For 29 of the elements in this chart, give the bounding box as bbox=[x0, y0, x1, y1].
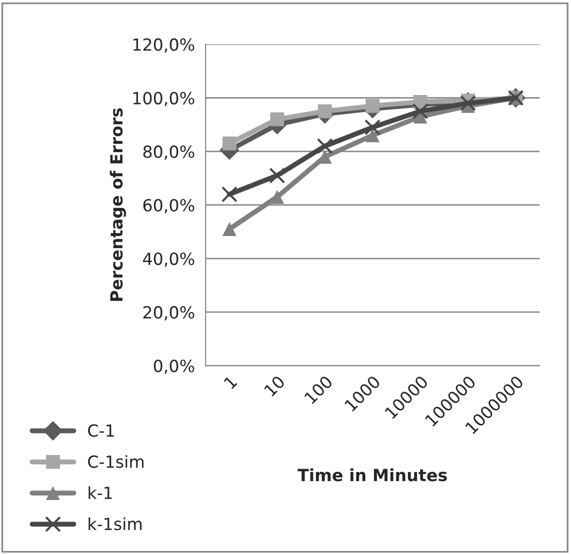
legend-label: C-1 bbox=[88, 424, 114, 437]
point bbox=[269, 168, 286, 184]
point bbox=[366, 128, 380, 142]
point bbox=[270, 190, 284, 204]
point bbox=[318, 104, 332, 118]
y-axis-title: Percentage of Errors bbox=[110, 108, 126, 301]
point bbox=[222, 222, 236, 236]
point bbox=[270, 112, 284, 126]
y-tick-label: 20,0% bbox=[143, 306, 194, 320]
point bbox=[222, 136, 236, 150]
x-axis-title: Time in Minutes bbox=[298, 468, 447, 482]
legend-label: k-1sim bbox=[88, 517, 142, 530]
x-tick-label: 1 bbox=[224, 375, 238, 390]
legend-label: C-1sim bbox=[88, 455, 144, 468]
y-tick-label: 120,0% bbox=[133, 38, 194, 53]
point bbox=[316, 138, 333, 154]
point bbox=[221, 186, 238, 202]
y-tick-label: 60,0% bbox=[143, 198, 194, 214]
point bbox=[460, 95, 476, 112]
point bbox=[366, 98, 380, 113]
y-tick-label: 80,0% bbox=[143, 145, 194, 160]
y-tick-label: 100,0% bbox=[133, 92, 194, 106]
y-tick-label: 40,0% bbox=[143, 252, 194, 267]
y-tick-label: 0,0% bbox=[154, 360, 194, 374]
point bbox=[412, 103, 428, 120]
x-tick-label: 10 bbox=[264, 374, 286, 397]
point bbox=[364, 119, 381, 136]
x-tick-label: 100 bbox=[304, 374, 334, 404]
legend-label: k-1 bbox=[88, 486, 112, 499]
